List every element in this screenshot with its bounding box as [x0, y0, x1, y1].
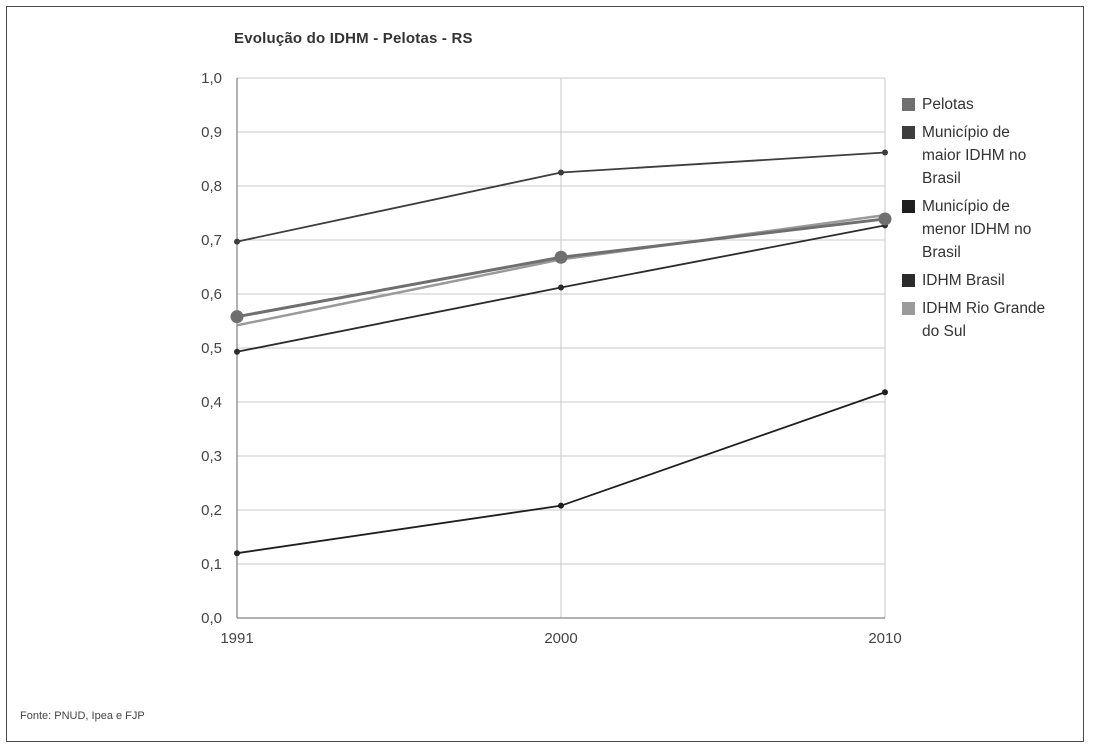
y-tick-label: 0,9 [201, 124, 222, 141]
data-point [558, 502, 564, 509]
data-point [234, 550, 240, 557]
legend-label: IDHM Rio Grande [922, 300, 1046, 317]
x-tick-label: 2010 [868, 630, 901, 647]
legend-item: IDHM Rio Grande do Sul [900, 297, 1080, 343]
y-tick-label: 0,7 [201, 232, 222, 249]
y-tick-label: 0,2 [201, 502, 222, 519]
source-note: Fonte: PNUD, Ipea e FJP [20, 710, 145, 722]
legend-label: do Sul [922, 323, 966, 340]
legend-swatch [902, 274, 915, 287]
y-tick-label: 0,3 [201, 448, 222, 465]
y-tick-label: 0,1 [201, 556, 222, 573]
legend-label: Município de [922, 124, 1010, 141]
data-point [230, 310, 244, 324]
legend-label: Pelotas [922, 96, 974, 113]
legend-label: maior IDHM no [922, 147, 1027, 164]
legend-item: Pelotas [900, 93, 1080, 116]
legend-swatch [902, 200, 915, 213]
legend-swatch [902, 126, 915, 139]
data-point [882, 389, 888, 396]
data-point [878, 212, 892, 226]
data-point [558, 169, 564, 176]
legend-label: Brasil [922, 244, 961, 261]
y-tick-label: 0,5 [201, 340, 222, 357]
legend: Pelotas Município de maior IDHM no Brasil Mu… [900, 93, 1080, 348]
legend-swatch [902, 98, 915, 111]
y-tick-label: 0,0 [201, 610, 222, 627]
y-tick-label: 0,8 [201, 178, 222, 195]
data-point [234, 348, 240, 355]
data-point [234, 238, 240, 245]
y-tick-label: 1,0 [201, 70, 222, 87]
legend-swatch [902, 302, 915, 315]
y-tick-label: 0,6 [201, 286, 222, 303]
x-tick-label: 2000 [544, 630, 577, 647]
legend-item: IDHM Brasil [900, 269, 1080, 292]
legend-label: menor IDHM no [922, 221, 1032, 238]
legend-label: Município de [922, 198, 1010, 215]
data-point [882, 149, 888, 156]
legend-item: Município de menor IDHM no Brasil [900, 195, 1080, 264]
x-tick-label: 1991 [220, 630, 253, 647]
legend-label: Brasil [922, 170, 961, 187]
legend-label: IDHM Brasil [922, 272, 1005, 289]
y-tick-label: 0,4 [201, 394, 222, 411]
data-point [558, 284, 564, 291]
chart-title: Evolução do IDHM - Pelotas - RS [234, 30, 473, 47]
data-point [554, 250, 568, 264]
legend-item: Município de maior IDHM no Brasil [900, 121, 1080, 190]
